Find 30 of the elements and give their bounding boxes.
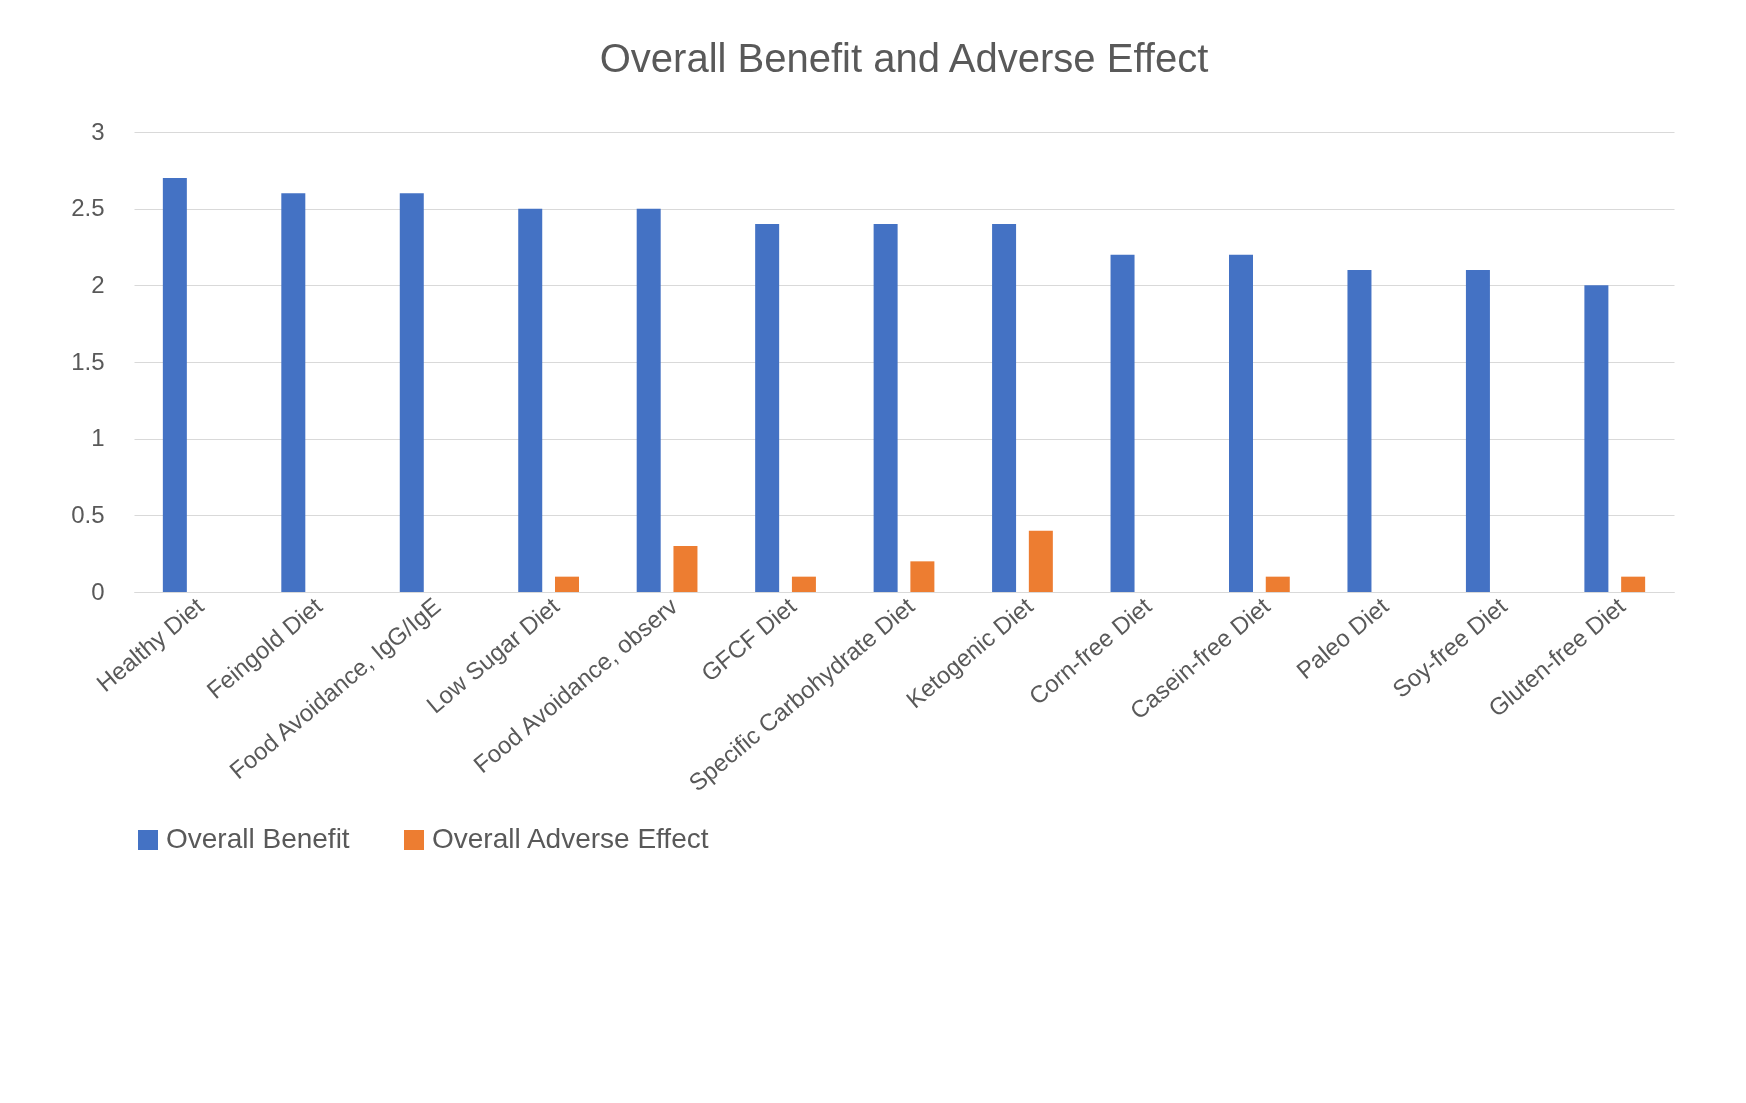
legend-label: Overall Benefit [166, 823, 350, 854]
bar [873, 224, 898, 592]
bar [1028, 530, 1053, 592]
bar [992, 224, 1017, 592]
y-tick-label: 2 [91, 270, 105, 298]
bar [1621, 576, 1646, 592]
y-tick-label: 0.5 [71, 500, 105, 528]
y-tick-label: 3 [91, 117, 105, 145]
bar [910, 561, 935, 592]
y-tick-label: 2.5 [71, 194, 105, 222]
bar [281, 193, 306, 592]
bar [1584, 285, 1609, 592]
y-tick-label: 1.5 [71, 347, 105, 375]
bar [636, 208, 661, 592]
bar [1110, 254, 1135, 592]
bar [1347, 270, 1372, 592]
chart-title: Overall Benefit and Adverse Effect [599, 36, 1209, 80]
bar [755, 224, 780, 592]
bar [1229, 254, 1253, 592]
bar [399, 193, 424, 592]
bar [555, 576, 579, 592]
bar [1465, 270, 1490, 592]
legend-label: Overall Adverse Effect [432, 823, 709, 854]
y-tick-label: 1 [91, 424, 105, 452]
bar [518, 208, 543, 592]
bar [673, 546, 698, 592]
bar [162, 178, 187, 592]
bar [1265, 576, 1290, 592]
bar [791, 576, 816, 592]
y-tick-label: 0 [91, 577, 105, 605]
